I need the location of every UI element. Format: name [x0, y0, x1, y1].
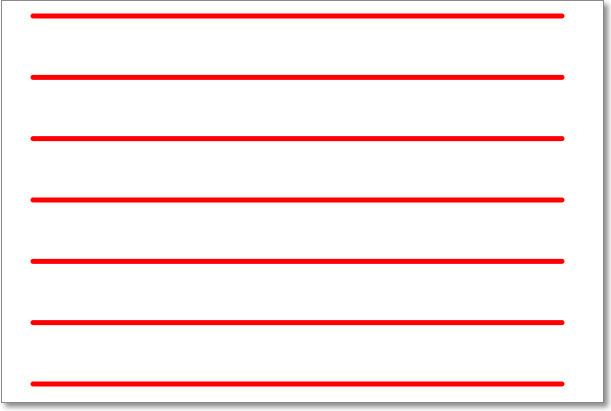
lines-canvas [30, 13, 565, 387]
